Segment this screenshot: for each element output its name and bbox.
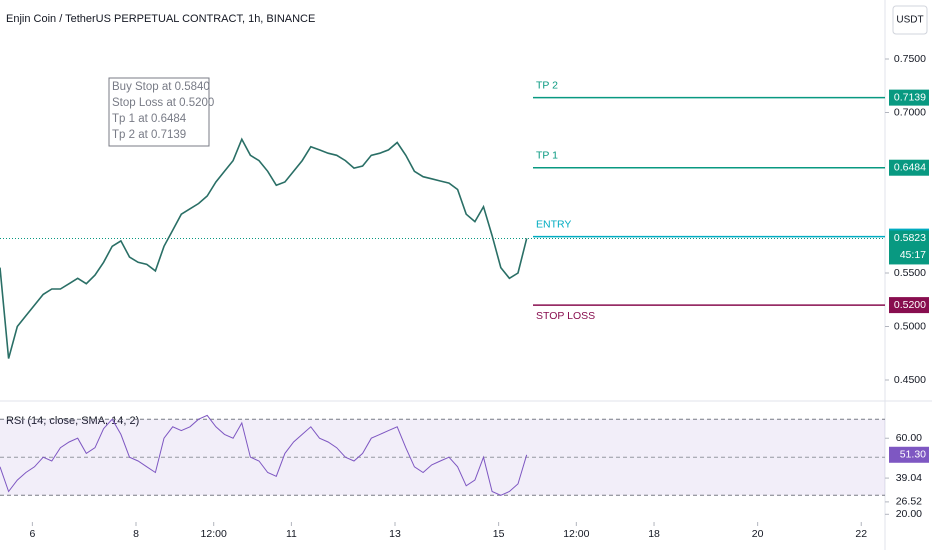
level-tag-label: 0.6484: [894, 161, 926, 173]
rsi-tick-label: 39.04: [896, 472, 922, 484]
level-tag: [889, 89, 929, 106]
level-tag-label: 0.7139: [894, 91, 926, 103]
y-tick-label: 0.7000: [894, 106, 926, 118]
rsi-tag: [889, 446, 929, 463]
y-tick-label: 0.7500: [894, 53, 926, 65]
last-tag-label: 0.5823: [894, 232, 926, 244]
currency[interactable]: USDT: [896, 15, 923, 26]
rsi-tick-label: 26.52: [896, 496, 922, 508]
y-tick-label: 0.5500: [894, 267, 926, 279]
level-name: TP 2: [536, 79, 558, 91]
level-tag: [889, 159, 929, 176]
annotation-line: Tp 2 at 0.7139: [112, 129, 186, 141]
x-tick-label: 6: [29, 528, 35, 540]
level-name: ENTRY: [536, 218, 571, 230]
annotation-box: [108, 77, 210, 147]
y-tick-label: 0.4500: [894, 374, 926, 386]
currency-button[interactable]: [892, 5, 928, 35]
price-line: [0, 137, 528, 359]
level-tag: [889, 297, 929, 314]
x-tick-label: 8: [133, 528, 139, 540]
level-name: TP 1: [536, 149, 558, 161]
x-tick-label: 15: [493, 528, 505, 540]
x-tick-label: 12:00: [201, 528, 227, 540]
x-tick-label: 20: [752, 528, 764, 540]
chart-title: Enjin Coin / TetherUS PERPETUAL CONTRACT…: [6, 13, 315, 25]
rsi-tick-label: 60.00: [896, 432, 922, 444]
rsi-tick-label: 20.00: [896, 508, 922, 520]
last-tag: [889, 230, 929, 265]
x-tick-label: 11: [286, 528, 297, 540]
x-tick-label: 12:00: [563, 528, 589, 540]
x-tick-label: 22: [855, 528, 867, 540]
rsi-tag-label: 51.30: [900, 449, 926, 461]
annotation-line: Buy Stop at 0.5840: [112, 81, 210, 93]
rsi-label: RSI (14, close, SMA, 14, 2): [6, 415, 139, 427]
x-tick-label: 18: [648, 528, 660, 540]
countdown: 45:17: [900, 249, 926, 261]
x-tick-label: 13: [389, 528, 401, 540]
annotation-line: Tp 1 at 0.6484: [112, 113, 187, 125]
level-tag-label: 0.5200: [894, 299, 926, 311]
y-tick-label: 0.5000: [894, 320, 926, 332]
level-name: STOP LOSS: [536, 310, 595, 322]
annotation-line: Stop Loss at 0.5200: [112, 97, 214, 109]
rsi-line: [0, 414, 528, 496]
